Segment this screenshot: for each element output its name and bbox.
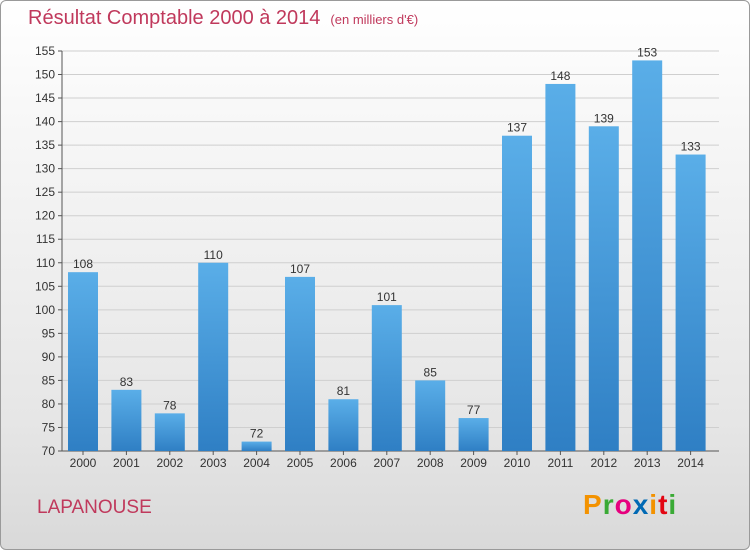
y-tick-label: 100	[35, 303, 55, 317]
y-tick-label: 155	[35, 44, 55, 58]
bars	[68, 60, 706, 452]
logo-letter: r	[602, 489, 615, 520]
bar	[285, 276, 315, 451]
data-label: 78	[163, 398, 177, 412]
bar	[545, 83, 576, 452]
x-tick-label: 2006	[330, 456, 357, 470]
x-tick-labels: 2000 2001 2002 2003 2004 2005 2006 2007 2008 2009…	[70, 456, 705, 470]
bar	[502, 135, 532, 452]
x-tick-label: 2003	[200, 456, 227, 470]
x-tick-label: 2002	[156, 456, 183, 470]
y-tick-label: 130	[35, 162, 55, 176]
x-tick-label: 2001	[113, 456, 140, 470]
bar	[458, 418, 489, 451]
y-tick-label: 75	[42, 420, 56, 434]
y-tick-label: 85	[42, 373, 56, 387]
bar	[154, 413, 185, 451]
bar	[241, 441, 272, 451]
proxiti-logo: Proxiti	[583, 489, 677, 521]
bar	[675, 154, 706, 451]
x-tick-label: 2005	[287, 456, 314, 470]
data-labels: 108 83 78 110 72 107 81 101 85 77 137 148 139 153 133	[73, 45, 701, 440]
x-tick-label: 2008	[417, 456, 444, 470]
chart-title: Résultat Comptable 2000 à 2014 (en millie…	[28, 7, 418, 30]
y-tick-labels: 70 75 80 85 90 95 100 105 110 115 120 125 130 135 140 1…	[35, 44, 55, 458]
data-label: 133	[681, 140, 701, 154]
y-tick-label: 110	[36, 256, 55, 270]
data-label: 81	[337, 384, 351, 398]
data-label: 137	[507, 121, 527, 135]
logo-letter: i	[649, 489, 659, 520]
y-tick-label: 120	[35, 209, 55, 223]
logo-letter: i	[668, 489, 678, 520]
x-tick-label: 2011	[547, 456, 573, 470]
data-label: 139	[594, 111, 614, 125]
bar	[68, 272, 98, 451]
commune-name: LAPANOUSE	[37, 497, 152, 518]
logo-letter: t	[658, 489, 669, 520]
bar	[111, 389, 142, 451]
y-tick-label: 105	[35, 279, 55, 293]
logo-letter: x	[632, 489, 650, 520]
data-label: 107	[290, 262, 310, 276]
y-tick-label: 135	[35, 138, 55, 152]
bar	[632, 60, 663, 451]
bar	[198, 262, 229, 451]
title-unit: (en milliers d'€)	[330, 12, 419, 27]
bar	[415, 380, 446, 451]
x-tick-label: 2010	[504, 456, 531, 470]
title-text: Résultat Comptable 2000 à 2014	[28, 7, 321, 29]
y-tick-label: 145	[35, 91, 55, 105]
y-tick-label: 90	[42, 350, 56, 364]
x-tick-label: 2007	[373, 456, 400, 470]
data-label: 83	[120, 375, 134, 389]
x-tick-label: 2013	[634, 456, 661, 470]
y-tick-label: 80	[42, 397, 56, 411]
data-label: 110	[204, 248, 223, 262]
y-tick-label: 150	[35, 68, 55, 82]
logo-letter: o	[614, 489, 633, 520]
bar	[588, 126, 619, 451]
data-label: 108	[73, 257, 93, 271]
logo-letter: P	[583, 489, 603, 520]
x-tick-label: 2012	[590, 456, 617, 470]
y-tick-label: 95	[42, 326, 56, 340]
data-label: 77	[467, 403, 481, 417]
data-label: 72	[250, 427, 264, 441]
y-tick-label: 140	[35, 115, 55, 129]
y-tick-label: 70	[42, 444, 56, 458]
x-tick-label: 2000	[70, 456, 97, 470]
x-tick-label: 2004	[243, 456, 270, 470]
data-label: 101	[377, 290, 397, 304]
bar	[328, 399, 359, 451]
y-tick-label: 125	[35, 185, 55, 199]
data-label: 85	[424, 365, 438, 379]
x-tick-label: 2009	[460, 456, 487, 470]
y-tick-label: 115	[36, 232, 55, 246]
data-label: 148	[550, 69, 570, 83]
data-label: 153	[637, 45, 657, 59]
bar	[371, 305, 402, 451]
x-tick-label: 2014	[677, 456, 704, 470]
